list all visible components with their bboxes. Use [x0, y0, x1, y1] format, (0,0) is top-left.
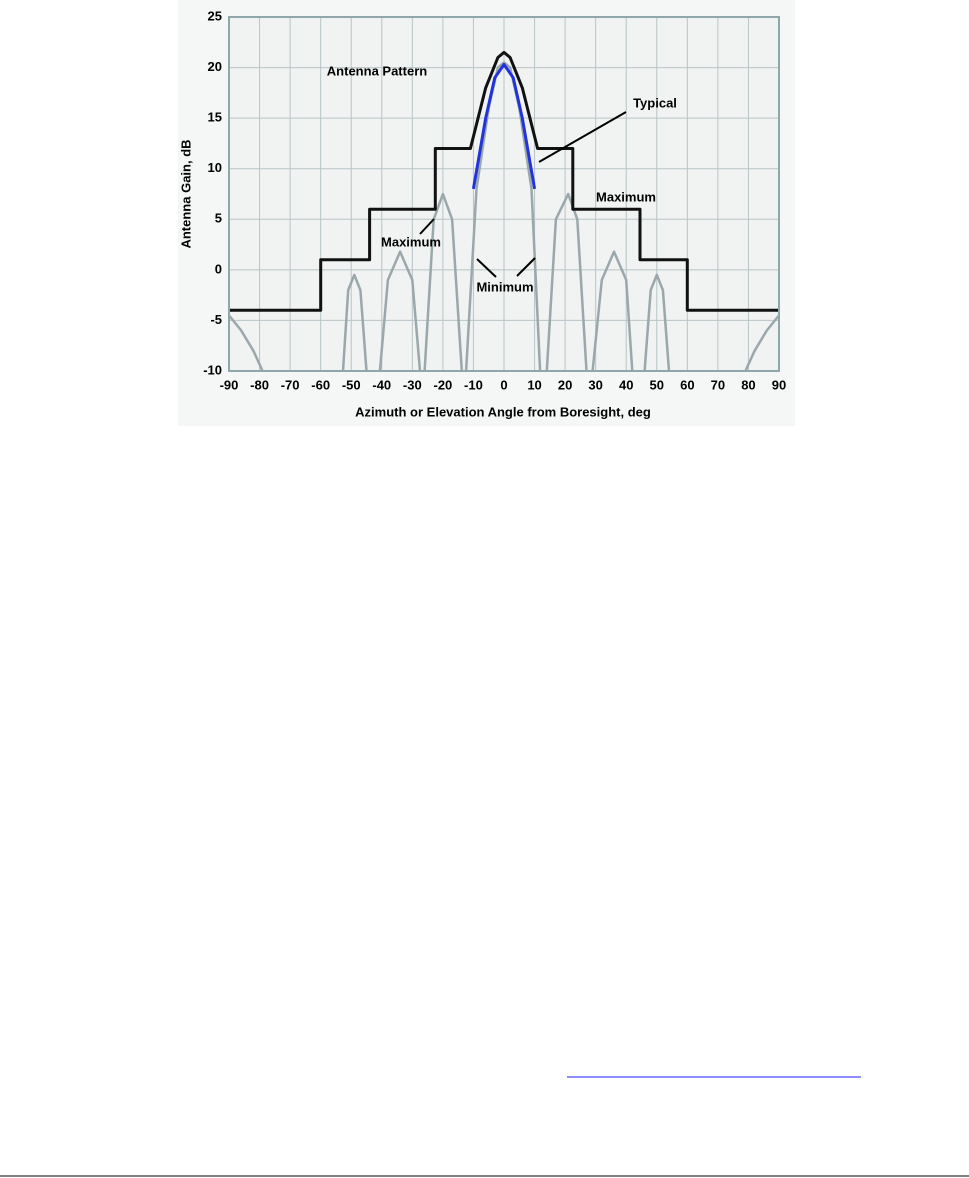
- x-tick-label: 20: [558, 377, 572, 392]
- x-tick-label: -20: [433, 377, 452, 392]
- leader-line: [476, 258, 497, 278]
- x-tick-label: 30: [588, 377, 602, 392]
- y-tick-label: -5: [210, 312, 222, 327]
- annotation: Typical: [633, 95, 677, 110]
- y-tick-label: 15: [208, 110, 222, 125]
- annotation: Antenna Pattern: [327, 63, 427, 78]
- x-tick-label: -30: [403, 377, 422, 392]
- y-tick-label: -10: [203, 362, 222, 377]
- y-tick-label: 25: [208, 8, 222, 23]
- y-tick-label: 0: [215, 261, 222, 276]
- x-tick-label: 90: [772, 377, 786, 392]
- x-tick-label: 70: [711, 377, 725, 392]
- x-tick-label: -90: [220, 377, 239, 392]
- annotation: Minimum: [476, 279, 533, 294]
- y-tick-label: 5: [215, 211, 222, 226]
- series-line: [229, 50, 779, 312]
- annotation: Maximum: [596, 189, 656, 204]
- leader-lines: [419, 111, 627, 278]
- x-tick-label: 10: [527, 377, 541, 392]
- series-line: [471, 63, 537, 190]
- y-axis-title: Antenna Gain, dB: [178, 139, 193, 248]
- x-tick-label: 50: [650, 377, 664, 392]
- x-tick-label: -50: [342, 377, 361, 392]
- x-tick-label: -70: [281, 377, 300, 392]
- series-line: [228, 61, 780, 372]
- leader-line: [516, 257, 536, 277]
- y-tick-label: 10: [208, 160, 222, 175]
- series-group: [228, 50, 780, 372]
- leader-line: [419, 218, 435, 235]
- annotation: Maximum: [381, 234, 441, 249]
- x-tick-label: -10: [464, 377, 483, 392]
- leader-line: [538, 111, 627, 163]
- x-tick-label: 60: [680, 377, 694, 392]
- x-tick-label: -80: [250, 377, 269, 392]
- x-tick-label: 80: [741, 377, 755, 392]
- x-axis-title: Azimuth or Elevation Angle from Boresigh…: [355, 404, 651, 419]
- x-tick-label: -40: [372, 377, 391, 392]
- x-tick-label: 40: [619, 377, 633, 392]
- plot-frame: [228, 16, 780, 372]
- x-tick-label: 0: [500, 377, 507, 392]
- y-tick-label: 20: [208, 59, 222, 74]
- x-tick-label: -60: [311, 377, 330, 392]
